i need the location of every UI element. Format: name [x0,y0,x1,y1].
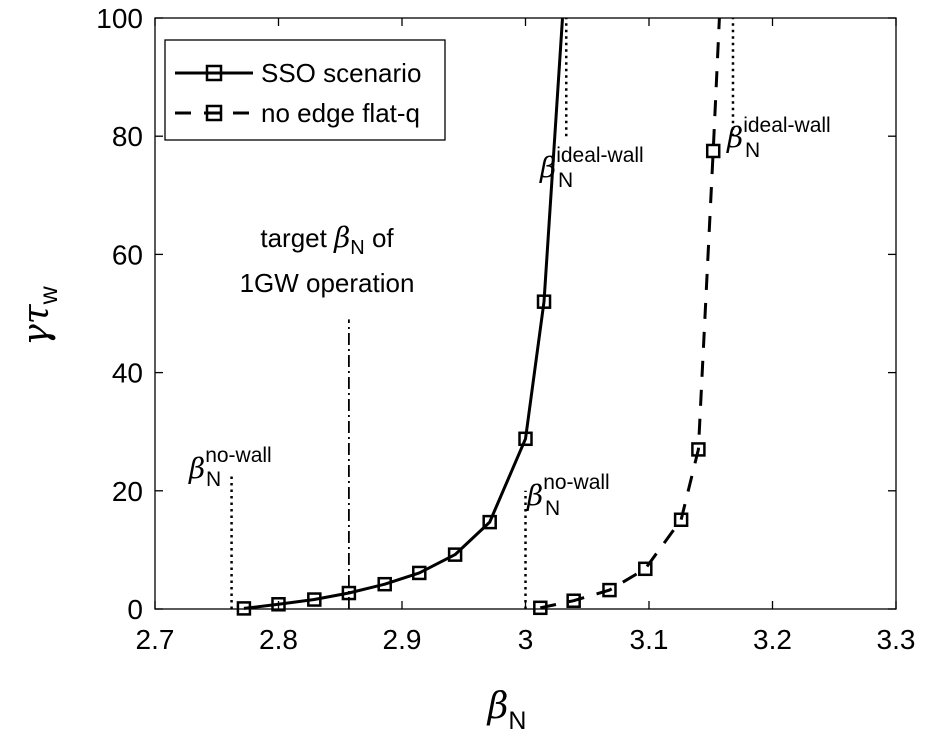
x-axis-label-sub: N [508,707,526,733]
x-tick-label: 2.9 [383,624,422,655]
y-axis-label: γτw [16,285,63,345]
series-0-marker [518,431,533,447]
series-1-marker [705,143,721,159]
annotation-target-line2: 1GW operation [240,268,415,298]
x-tick-label: 2.7 [136,624,175,655]
series-0-marker [377,576,392,592]
y-tick-label: 20 [112,476,143,507]
x-axis-label: βN [486,686,527,733]
x-tick-label: 3.1 [630,624,669,655]
series-1-marker [566,593,581,608]
x-tick-label: 3.3 [877,624,916,655]
series-line-0 [243,17,564,610]
annotation-nowall-1: βno-wall [188,444,272,485]
series-1-marker [638,561,653,577]
series-1-marker [691,442,706,457]
legend-box [164,39,446,141]
annotation-nowall-1-sub: N [206,468,221,491]
legend-label-flatq: no edge flat-q [261,98,420,128]
axis-ticks: 2.7 2.8 2.9 3 3.1 3.2 3.3 0 20 40 60 80 100 [96,3,915,655]
series-1-marker [533,600,548,616]
x-tick-label: 3 [518,624,534,655]
y-axis-label-symbol: γτ [16,303,57,346]
annotation-target-line1: target βN of [260,221,394,259]
series-1-marker [602,582,617,598]
series-0-marker [271,597,286,612]
series-0-marker [412,565,427,581]
series-0-marker [536,294,552,309]
annotation-idealwall-2: βideal-wall [726,114,831,154]
annotation-nowall-2-sub: N [545,497,560,520]
legend-label-sso: SSO scenario [261,58,421,88]
legend-marker-sso [205,64,223,82]
annotation-idealwall-1-sub: N [558,169,573,192]
y-tick-label: 40 [112,358,143,389]
annotation-idealwall-1: βideal-wall [539,144,644,184]
y-axis-label-sub: w [35,285,63,305]
series-0-marker [447,547,463,562]
x-tick-label: 3.2 [753,624,792,655]
plot-frame [154,17,897,610]
y-tick-label: 80 [112,121,143,152]
y-tick-label: 100 [96,3,143,34]
series-layer [236,17,721,616]
series-0-marker [307,592,322,607]
y-tick-label: 60 [112,239,143,270]
reference-lines [230,18,735,609]
y-tick-label: 0 [127,594,143,625]
annotation-nowall-2: βno-wall [526,471,610,512]
legend: SSO scenario no edge flat-q [164,39,446,141]
x-axis-label-symbol: β [486,686,509,727]
series-1-marker [673,512,689,528]
annotation-idealwall-2-sub: N [745,139,760,162]
legend-marker-flatq [205,104,223,122]
series-0-marker [482,514,497,530]
x-tick-label: 2.8 [259,624,298,655]
